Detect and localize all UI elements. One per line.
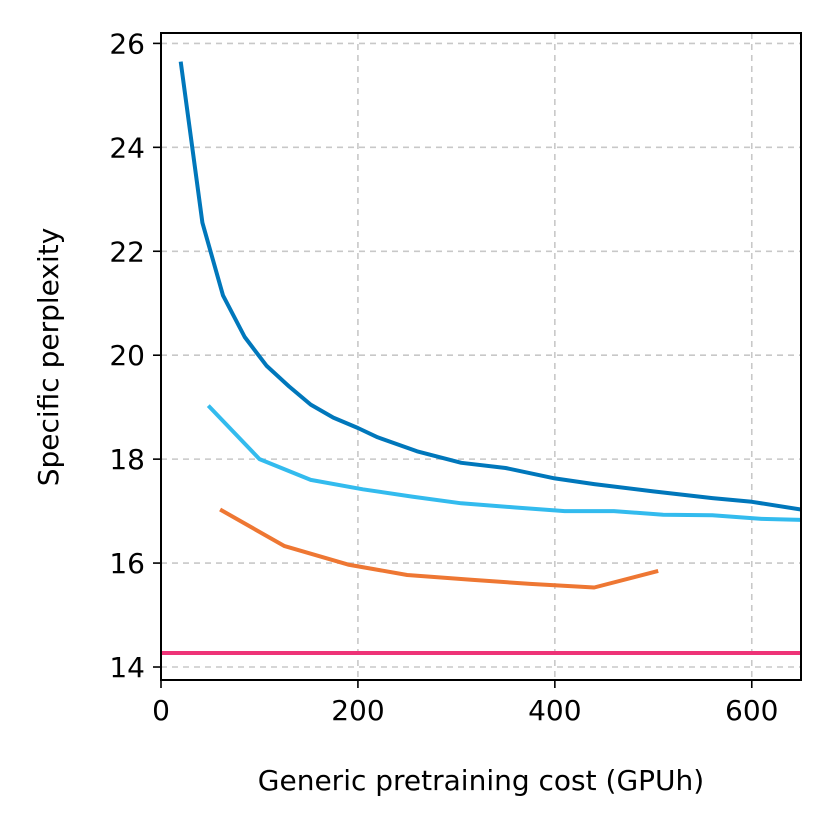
ticks: 0 200 400 600 14 16 18 20 22 24 26 <box>109 27 778 727</box>
y-tick-label: 24 <box>109 131 145 164</box>
series-orange-line <box>219 507 659 590</box>
y-tick-label: 14 <box>109 651 145 684</box>
grid <box>160 33 801 680</box>
y-axis-label: Specific perplexity <box>32 228 65 487</box>
y-tick-label: 16 <box>109 547 145 580</box>
y-tick-label: 22 <box>109 235 145 268</box>
series-layer <box>161 61 801 655</box>
plot-frame <box>160 32 802 681</box>
x-tick-label: 0 <box>152 694 170 727</box>
y-tick-label: 18 <box>109 443 145 476</box>
x-axis-label: Generic pretraining cost (GPUh) <box>258 764 704 797</box>
x-tick-label: 400 <box>528 694 581 727</box>
y-tick-label: 20 <box>109 339 145 372</box>
x-tick-label: 600 <box>725 694 778 727</box>
series-light-blue-line <box>206 404 801 522</box>
series-dark-blue-line <box>178 61 801 512</box>
x-tick-label: 200 <box>331 694 384 727</box>
y-tick-label: 26 <box>109 27 145 60</box>
